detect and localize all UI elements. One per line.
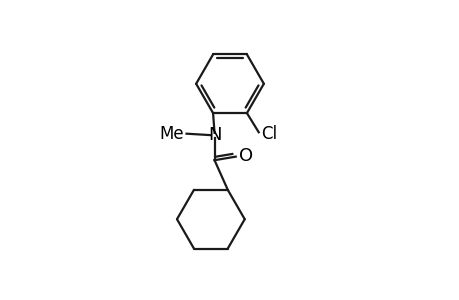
Text: Cl: Cl <box>261 125 277 143</box>
Text: N: N <box>207 126 221 144</box>
Text: Me: Me <box>159 125 183 143</box>
Text: O: O <box>238 147 252 165</box>
